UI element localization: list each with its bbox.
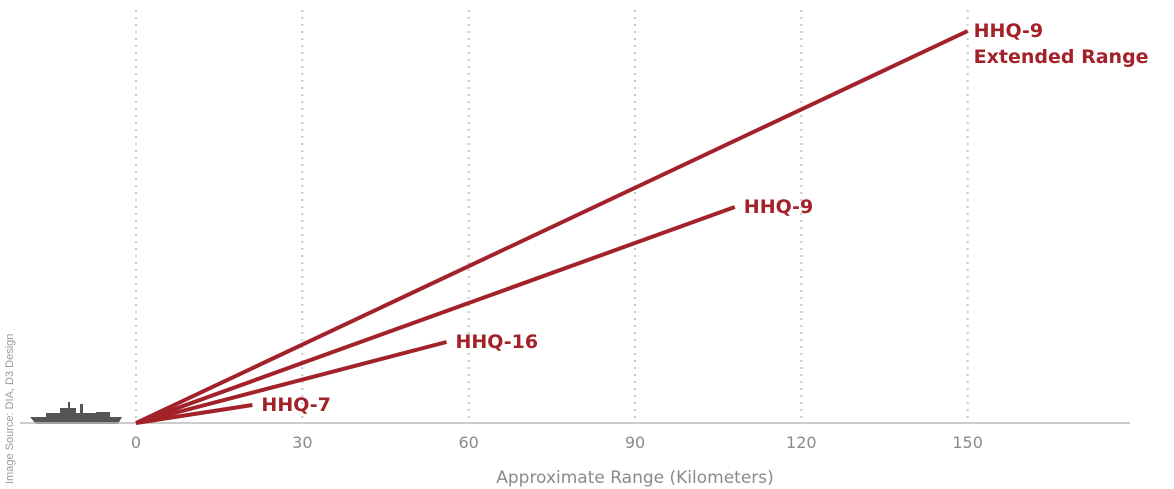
- x-tick-label: 120: [786, 433, 817, 452]
- x-tick-label: 60: [458, 433, 479, 452]
- x-tick-label: 0: [130, 433, 142, 452]
- range-line: [135, 29, 969, 425]
- range-label: HHQ-9: [743, 196, 814, 218]
- range-line: [135, 205, 736, 425]
- range-label: HHQ-7: [261, 394, 331, 416]
- range-label: HHQ-9 Extended Range: [973, 20, 1149, 68]
- x-tick-label: 150: [952, 433, 983, 452]
- source-note: Image Source: DIA, D3 Design: [4, 333, 16, 484]
- x-axis-label: Approximate Range (Kilometers): [496, 468, 774, 488]
- range-label: HHQ-16: [455, 331, 539, 353]
- x-tick-label: 90: [624, 433, 646, 452]
- ship-icon: [30, 402, 122, 424]
- x-tick-label: 30: [292, 433, 313, 452]
- range-line: [135, 340, 447, 425]
